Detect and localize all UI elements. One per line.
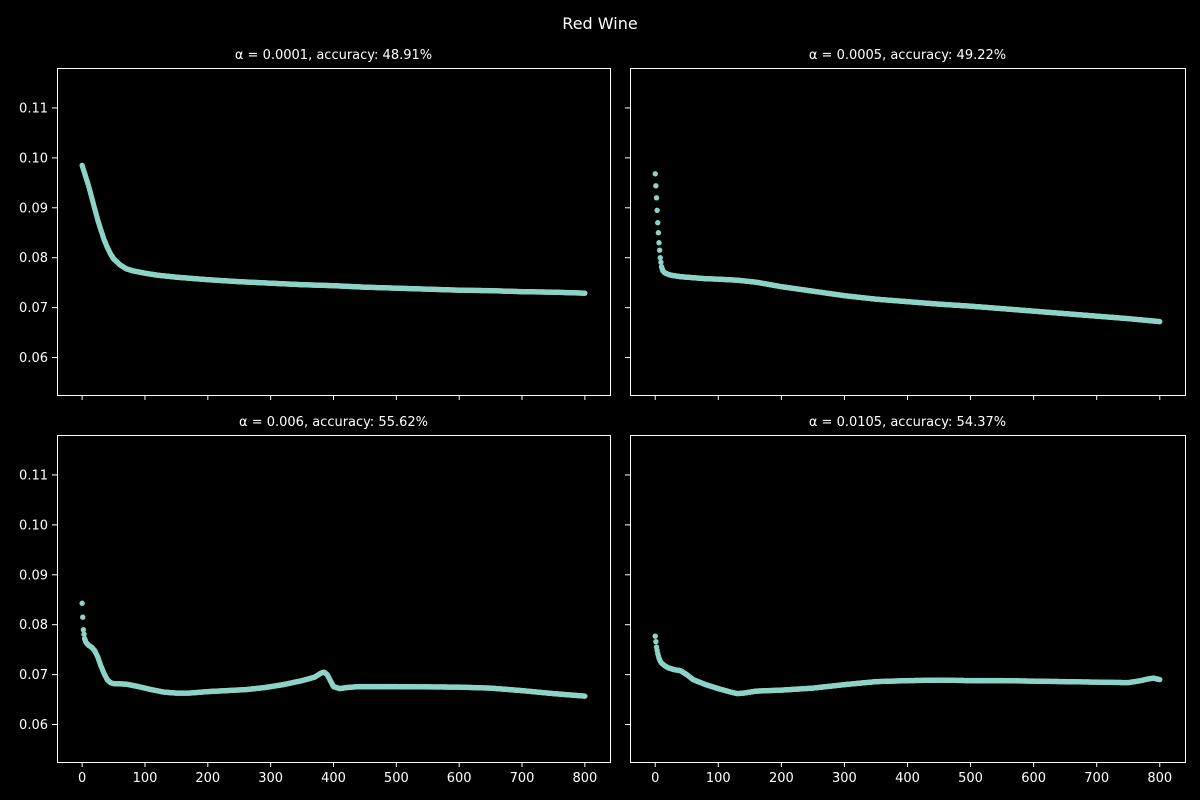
y-tick-label: 0.06 [19, 718, 48, 733]
y-tick-label: 0.06 [19, 351, 48, 366]
y-tick-label: 0.07 [19, 301, 48, 316]
x-tick-label: 800 [572, 771, 597, 786]
y-tick-label: 0.07 [19, 668, 48, 683]
x-tick-label: 500 [958, 771, 983, 786]
plot-frame [57, 68, 611, 396]
series-points [79, 600, 588, 699]
plot-frame [630, 435, 1186, 763]
y-tick-label: 0.09 [19, 568, 48, 583]
x-tick-label: 100 [706, 771, 731, 786]
subplot-4: α = 0.0105, accuracy: 54.37% 0 100 200 300 40… [625, 415, 1186, 786]
data-point [80, 614, 86, 620]
subplot-title: α = 0.0105, accuracy: 54.37% [809, 415, 1006, 430]
subplot-3: α = 0.006, accuracy: 55.62% 0 100 200 300 400… [19, 415, 611, 786]
series-points [652, 171, 1163, 325]
x-tick-label: 700 [510, 771, 535, 786]
x-tick-label: 300 [258, 771, 283, 786]
y-tick-label: 0.11 [19, 101, 48, 116]
x-tick-label: 500 [384, 771, 409, 786]
data-point [81, 631, 87, 637]
x-tick-label: 400 [895, 771, 920, 786]
x-tick-label: 600 [447, 771, 472, 786]
data-point [653, 183, 659, 189]
y-tick-label: 0.09 [19, 201, 48, 216]
y-tick-label: 0.10 [19, 518, 48, 533]
plot-frame [57, 435, 611, 763]
series-points [79, 162, 588, 296]
plot-frame [630, 68, 1186, 396]
data-point [1157, 318, 1163, 325]
x-tick-label: 600 [1021, 771, 1046, 786]
y-tick-label: 0.11 [19, 468, 48, 483]
subplot-1: α = 0.0001, accuracy: 48.91% 0.06 0.07 0.08… [19, 48, 611, 400]
data-point [653, 638, 659, 645]
data-point [79, 600, 85, 606]
x-tick-label: 0 [651, 771, 659, 786]
x-tick-label: 400 [321, 771, 346, 786]
data-point [1157, 676, 1163, 683]
data-point [654, 207, 660, 213]
data-point [582, 290, 588, 296]
data-point [657, 255, 663, 261]
data-point [655, 230, 662, 236]
y-tick-label: 0.10 [19, 151, 48, 166]
subplot-title: α = 0.0005, accuracy: 49.22% [809, 48, 1006, 63]
data-point [656, 240, 662, 246]
y-tick-label: 0.08 [19, 251, 48, 266]
x-tick-label: 200 [195, 771, 220, 786]
y-tick-label: 0.08 [19, 618, 48, 633]
x-tick-label: 0 [78, 771, 86, 786]
x-tick-label: 200 [769, 771, 794, 786]
figure-title: Red Wine [562, 14, 637, 33]
data-point [653, 195, 660, 201]
data-point [652, 633, 658, 639]
subplot-2: α = 0.0005, accuracy: 49.22% [625, 48, 1186, 400]
data-point [652, 171, 658, 177]
x-tick-label: 300 [832, 771, 857, 786]
x-tick-label: 700 [1084, 771, 1109, 786]
series-points [652, 633, 1163, 697]
data-point [582, 693, 588, 699]
subplot-title: α = 0.006, accuracy: 55.62% [239, 415, 428, 430]
data-point [655, 220, 661, 226]
subplot-title: α = 0.0001, accuracy: 48.91% [235, 48, 432, 63]
x-tick-label: 800 [1147, 771, 1172, 786]
data-point [80, 627, 87, 633]
data-point [656, 247, 663, 253]
data-point [658, 259, 664, 265]
x-tick-label: 100 [133, 771, 158, 786]
